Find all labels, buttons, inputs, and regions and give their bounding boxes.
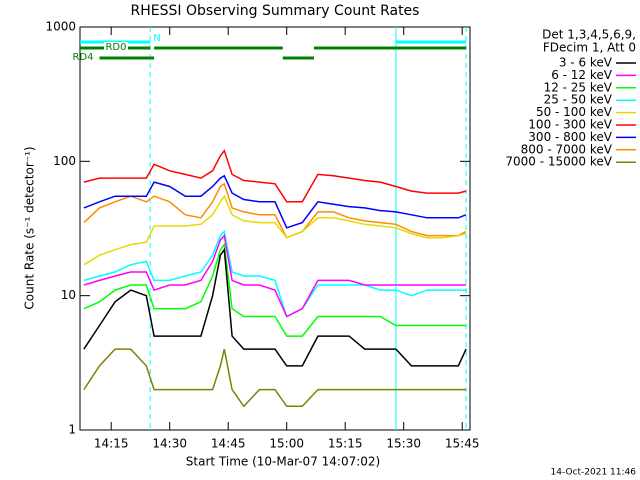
series-line — [83, 174, 467, 229]
legend-label: 800 - 7000 keV — [521, 142, 613, 156]
chart-title: RHESSI Observing Summary Count Rates — [131, 3, 420, 19]
legend-label: 3 - 6 keV — [559, 56, 613, 70]
y-tick-label: 1000 — [45, 20, 76, 34]
series-line — [83, 149, 467, 203]
band-label: RD0 — [105, 42, 126, 53]
legend-label: 6 - 12 keV — [551, 68, 613, 82]
series-line — [83, 194, 467, 266]
series-line — [83, 242, 467, 337]
plot-frame — [79, 26, 471, 431]
x-tick-label: 15:15 — [328, 437, 363, 451]
legend-label: 100 - 300 keV — [528, 118, 612, 132]
series-line — [83, 233, 467, 318]
y-tick-label: 100 — [53, 154, 76, 168]
series-line — [83, 247, 467, 367]
legend-label: 50 - 100 keV — [536, 105, 613, 119]
series-line — [83, 182, 467, 239]
band-label: RD4 — [72, 52, 93, 63]
x-tick-label: 15:45 — [445, 437, 480, 451]
legend-title: FDecim 1, Att 0 — [543, 41, 636, 55]
x-tick-label: 15:30 — [386, 437, 421, 451]
x-tick-label: 14:15 — [94, 437, 129, 451]
series-line — [83, 230, 467, 318]
y-axis-label: Count Rate (s⁻¹ detector⁻¹) — [23, 146, 37, 309]
legend-label: 25 - 50 keV — [544, 93, 613, 107]
y-tick-label: 1 — [68, 423, 76, 437]
series-line — [83, 348, 467, 408]
x-axis-label: Start Time (10-Mar-07 14:07:02) — [186, 455, 380, 469]
y-tick-label: 10 — [61, 288, 76, 302]
x-tick-label: 14:30 — [152, 437, 187, 451]
x-tick-label: 15:00 — [269, 437, 304, 451]
band-label-bg — [104, 42, 128, 52]
legend-label: 7000 - 15000 keV — [505, 155, 612, 169]
footer: 14-Oct-2021 11:46 — [551, 468, 637, 478]
legend-label: 12 - 25 keV — [544, 80, 613, 94]
legend-title: Det 1,3,4,5,6,9, — [542, 28, 636, 42]
legend-label: 300 - 800 keV — [528, 130, 612, 144]
band-label: N — [153, 33, 160, 44]
x-tick-label: 14:45 — [211, 437, 246, 451]
